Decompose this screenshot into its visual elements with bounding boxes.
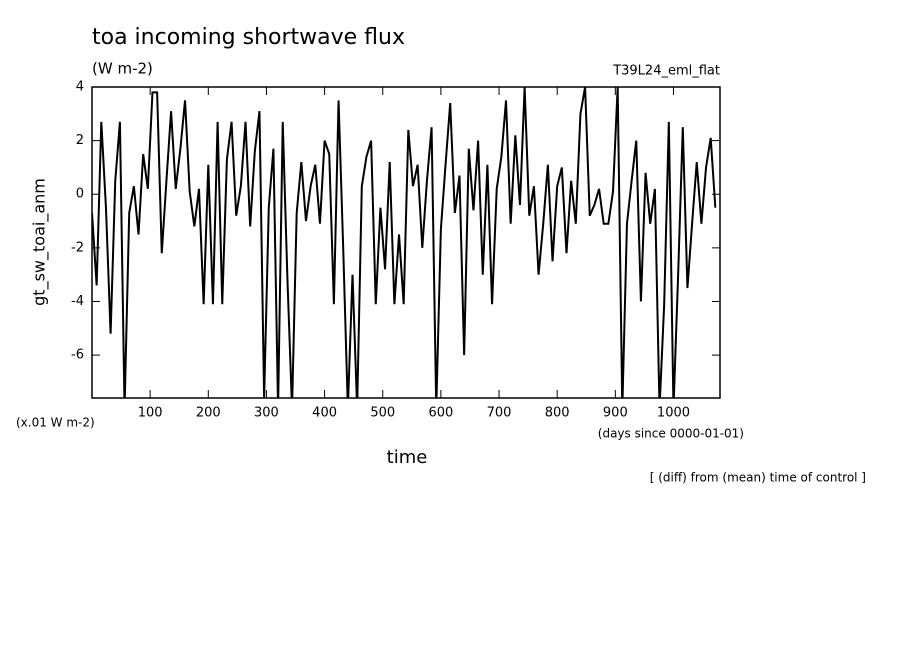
y-unit: (x.01 W m-2) [16,416,95,430]
x-tick-label: 200 [196,406,221,421]
run-label: T39L24_eml_flat [612,64,720,79]
plot-frame [91,86,721,399]
x-tick-label: 500 [370,406,395,421]
y-tick-label: 0 [76,187,84,202]
note: [ (diff) from (mean) time of control ] [650,471,866,485]
x-axis-label: time [387,447,428,468]
x-tick-label: 300 [254,406,279,421]
unit-label: (W m-2) [92,60,153,78]
y-tick-label: -2 [71,240,84,255]
x-tick-label: 600 [428,406,453,421]
x-tick-label: 900 [603,406,628,421]
y-tick-label: 2 [76,133,84,148]
x-tick-label: 100 [138,406,163,421]
x-tick-label: 800 [545,406,570,421]
x-tick-label: 400 [312,406,337,421]
y-tick-label: -6 [71,348,84,363]
plot-area [92,87,717,398]
x-unit: (days since 0000-01-01) [598,427,744,441]
y-axis-label: gt_sw_toai_anm [30,178,50,306]
x-tick-label: 1000 [657,406,690,421]
y-tick-label: -4 [71,294,84,309]
x-tick-label: 700 [487,406,512,421]
chart-title: toa incoming shortwave flux [92,25,405,50]
y-tick-label: 4 [76,80,84,95]
data-line [92,87,717,398]
